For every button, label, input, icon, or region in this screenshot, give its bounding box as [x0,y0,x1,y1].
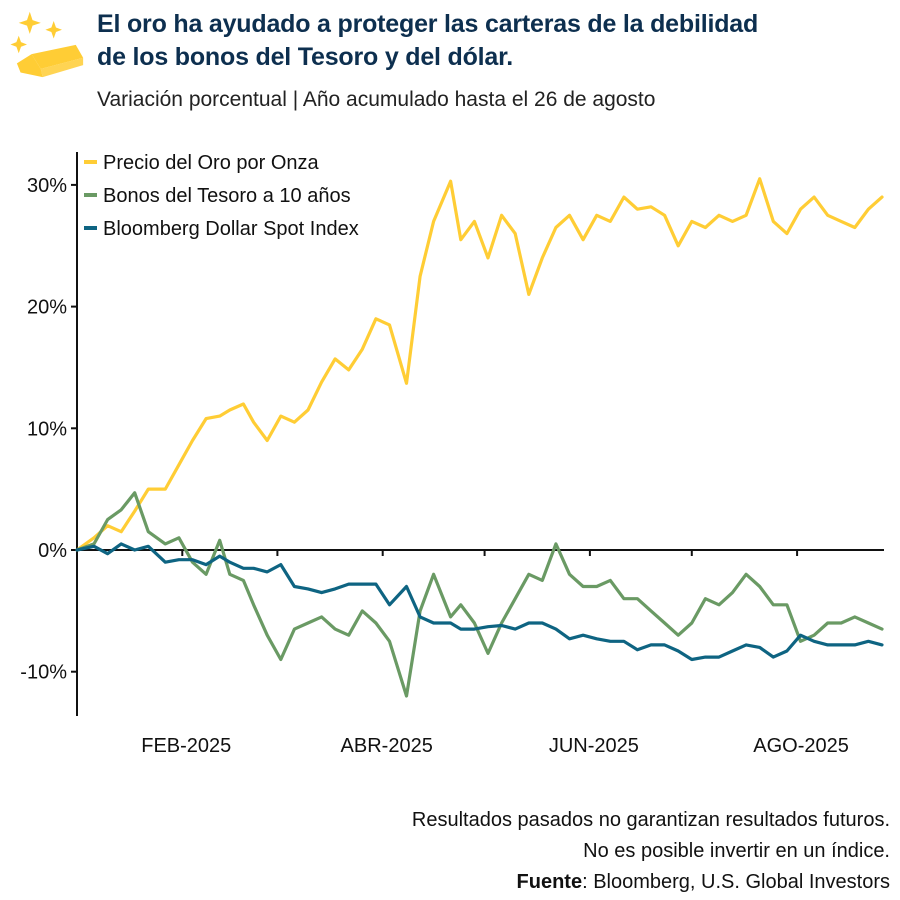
x-tick-label: FEB-2025 [141,735,231,757]
legend-label: Precio del Oro por Onza [103,152,320,174]
chart-title: El oro ha ayudado a proteger las cartera… [97,8,897,74]
legend-label: Bloomberg Dollar Spot Index [103,218,359,240]
disclaimer-past-results: Resultados pasados no garantizan resulta… [411,809,890,831]
title-line-1: El oro ha ayudado a proteger las cartera… [97,10,759,38]
series-line-3 [75,542,884,662]
y-tick-label: -10% [20,662,67,684]
footer: Resultados pasados no garantizan resulta… [412,805,890,898]
chart-subtitle: Variación porcentual | Año acumulado has… [97,88,656,111]
x-tick-label: AGO-2025 [753,735,849,757]
legend-label: Bonos del Tesoro a 10 años [103,185,351,207]
x-tick-label: ABR-2025 [341,735,433,757]
y-tick-label: 30% [27,175,67,197]
disclaimer-index: No es posible invertir en un índice. [583,840,890,862]
gold-bar-sparkles-icon [10,11,84,78]
source-line: Fuente: Bloomberg, U.S. Global Investors [412,867,890,898]
title-line-2: de los bonos del Tesoro y del dólar. [97,43,514,71]
y-tick-label: 20% [27,297,67,319]
series-line-2 [75,491,884,698]
x-tick-label: JUN-2025 [549,735,639,757]
y-tick-label: 0% [38,540,67,562]
source-label: Fuente [516,871,583,893]
source-text: : Bloomberg, U.S. Global Investors [582,871,890,893]
y-tick-label: 10% [27,418,67,440]
series-line-1 [75,177,884,552]
